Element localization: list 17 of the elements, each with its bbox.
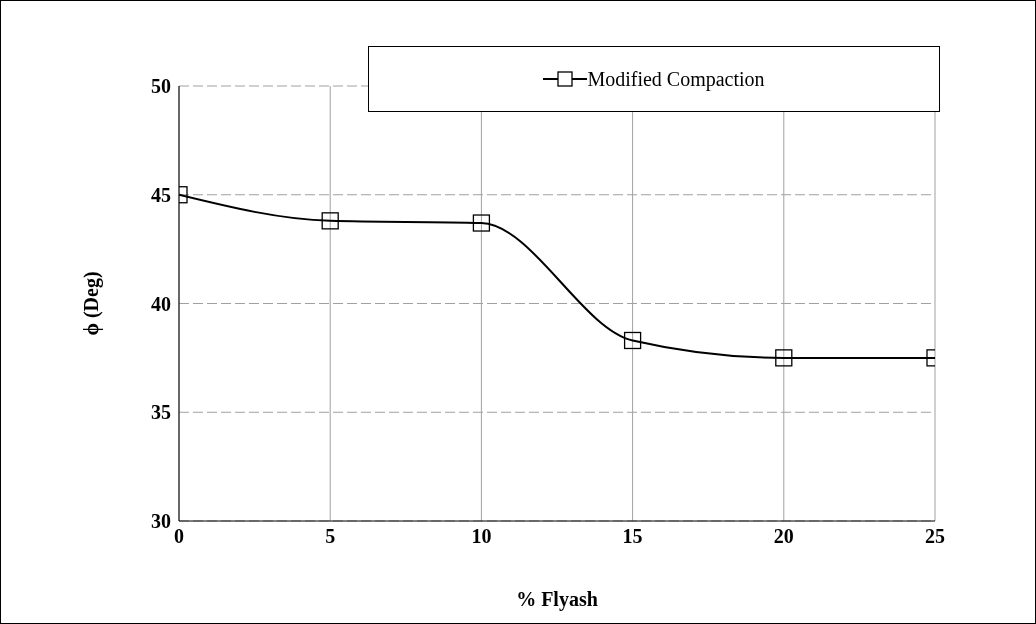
y-axis-title: ϕ (Deg) bbox=[80, 271, 104, 336]
legend-label: Modified Compaction bbox=[587, 67, 765, 91]
y-tick-label: 40 bbox=[151, 292, 171, 315]
x-tick-label: 15 bbox=[622, 525, 643, 548]
x-tick-label: 10 bbox=[471, 525, 492, 548]
y-tick-label: 50 bbox=[151, 75, 171, 98]
x-axis-title: % Flyash bbox=[516, 588, 598, 611]
point bbox=[623, 331, 642, 350]
x-tick-label: 25 bbox=[925, 525, 945, 548]
x-tick-label: 0 bbox=[174, 525, 184, 548]
y-tick-label: 35 bbox=[151, 401, 171, 424]
y-tick-label: 45 bbox=[151, 183, 171, 206]
y-tick-label: 30 bbox=[151, 510, 171, 533]
legend-frame: Modified Compaction bbox=[368, 46, 940, 112]
x-tick-label: 5 bbox=[325, 525, 336, 548]
x-tick-label: 20 bbox=[773, 525, 794, 548]
point bbox=[472, 214, 491, 232]
